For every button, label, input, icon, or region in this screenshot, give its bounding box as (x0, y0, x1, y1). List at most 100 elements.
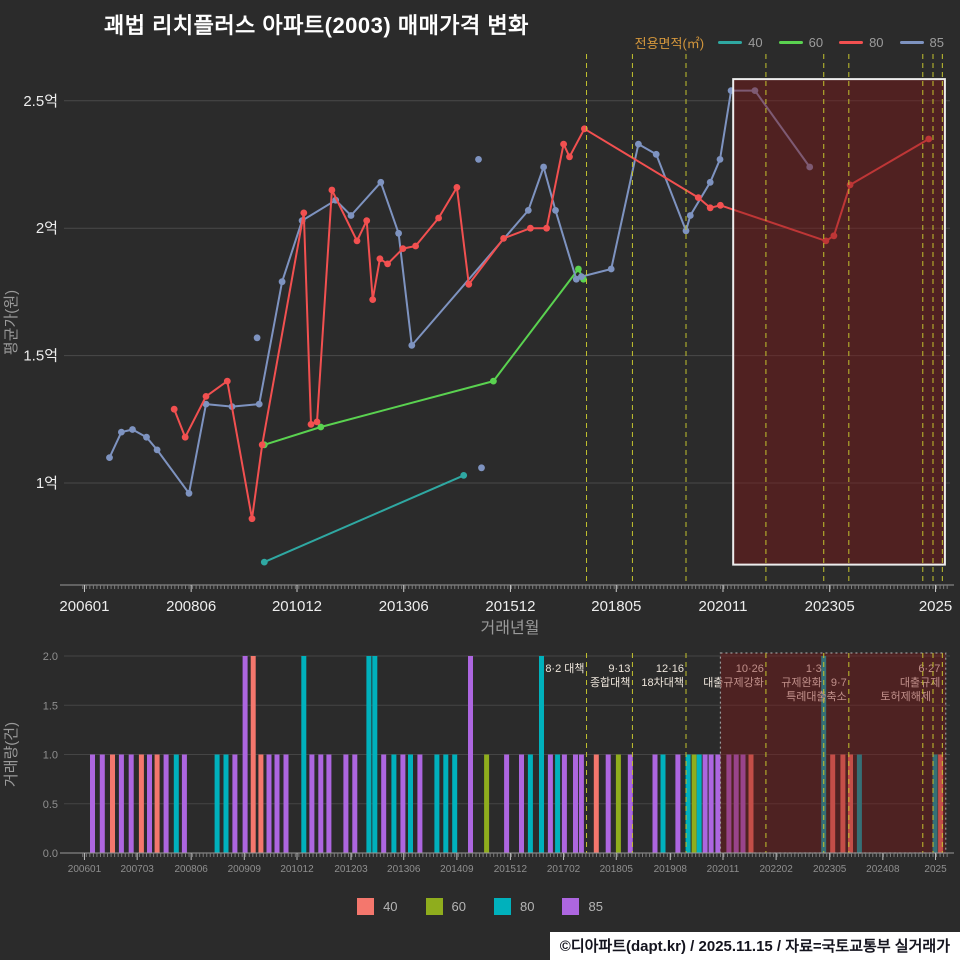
volume-bar-85 (90, 754, 95, 853)
y-tick-label: 1.0 (43, 750, 58, 762)
volume-bar-60 (615, 754, 621, 853)
x-tick-label: 200806 (174, 864, 208, 875)
x-tick-label: 201306 (387, 864, 421, 875)
data-point-80 (560, 140, 567, 148)
data-point-80 (170, 405, 178, 413)
y-tick-label: 2억 (36, 220, 58, 237)
legend-line-swatch (718, 41, 743, 44)
volume-bar-85 (128, 754, 134, 853)
volume-bar-85 (675, 754, 681, 853)
data-point-85 (118, 428, 125, 436)
x-tick-label: 201012 (272, 598, 322, 615)
data-point-80 (822, 237, 830, 245)
data-point-80 (353, 237, 361, 245)
data-point-80 (363, 217, 371, 225)
data-point-85 (475, 156, 482, 163)
x-tick-label: 202202 (759, 864, 793, 875)
volume-bar-60 (691, 754, 697, 853)
y-tick-label: 1억 (36, 475, 58, 492)
volume-bar-85 (343, 754, 349, 853)
data-point-80 (223, 377, 231, 385)
x-tick-label: 200601 (59, 598, 109, 615)
legend-square-swatch (357, 898, 375, 915)
data-point-60 (317, 423, 325, 431)
volume-legend-item-80[interactable]: 80 (494, 898, 534, 915)
x-tick-label: 201512 (485, 598, 535, 615)
legend-square-swatch (494, 898, 511, 915)
x-tick-label: 200806 (166, 598, 216, 615)
volume-bar-85 (708, 754, 714, 853)
x-tick-label: 2025 (919, 598, 952, 615)
y-axis-title: 평균가(원) (3, 290, 20, 355)
volume-bar-40 (830, 754, 836, 853)
volume-bar-40 (138, 754, 144, 853)
legend-item-40[interactable]: 40 (718, 35, 763, 50)
data-point-80 (500, 235, 507, 242)
data-point-80 (376, 255, 384, 263)
data-point-85 (686, 212, 694, 219)
data-point-85 (153, 446, 161, 454)
y-tick-label: 1.5 (43, 700, 58, 712)
policy-annotation: 대출규제 (900, 676, 940, 689)
data-point-40 (460, 472, 468, 479)
legend-item-label: 85 (588, 899, 603, 914)
x-tick-label: 201306 (379, 598, 429, 615)
data-point-80 (202, 393, 210, 400)
legend-item-label: 85 (929, 35, 944, 50)
price-chart-svg[interactable]: 1억 1.5억 2억 2.5억 200601 200806 201012 201306 2015… (0, 40, 960, 646)
policy-annotation: 토허제해제 (880, 689, 931, 703)
volume-bar-40 (110, 754, 115, 853)
x-tick-label: 200703 (120, 864, 154, 875)
volume-bar-40 (938, 754, 944, 853)
data-point-85 (395, 229, 402, 237)
policy-annotation: 9·7 (831, 677, 847, 689)
volume-bar-85 (561, 754, 567, 853)
volume-bar-40 (840, 754, 846, 853)
legend-square-swatch (562, 898, 580, 915)
legend-line-swatch (899, 41, 924, 44)
volume-bar-85 (163, 754, 169, 853)
volume-bar-85 (652, 754, 658, 853)
x-tick-label: 201702 (547, 864, 581, 875)
volume-bar-80 (555, 754, 561, 853)
data-point-85 (377, 178, 385, 186)
volume-bar-80 (173, 754, 179, 853)
legend-item-85[interactable]: 85 (899, 35, 944, 50)
volume-bar-40 (848, 754, 853, 853)
legend-item-label: 40 (383, 899, 398, 914)
volume-legend-item-60[interactable]: 60 (425, 898, 466, 915)
volume-bar-85 (283, 754, 289, 853)
policy-annotation: 10·26 (736, 663, 764, 675)
data-point-85 (524, 207, 532, 214)
data-point-80 (694, 194, 702, 202)
data-point-80 (412, 242, 419, 250)
volume-bar-85 (715, 754, 721, 853)
volume-bar-80 (696, 754, 702, 853)
y-tick-label: 1.5억 (23, 348, 58, 365)
legend-item-60[interactable]: 60 (778, 35, 823, 50)
volume-bar-40 (154, 754, 160, 853)
y-tick-label: 2.0 (43, 651, 58, 663)
x-tick-label: 201908 (654, 864, 688, 875)
volume-bar-85 (242, 656, 248, 853)
data-point-80 (300, 209, 308, 217)
series-line-85 (108, 89, 811, 495)
policy-annotation: 6·27 (918, 663, 940, 675)
volume-legend-item-85[interactable]: 85 (562, 898, 603, 915)
volume-legend-item-40[interactable]: 40 (357, 898, 398, 915)
volume-bar-80 (660, 754, 666, 853)
x-tick-label: 200601 (68, 864, 102, 875)
series-line-60 (263, 268, 585, 446)
volume-bar-80 (372, 656, 378, 853)
legend-item-80[interactable]: 80 (839, 35, 884, 50)
legend-square-swatch (425, 898, 443, 915)
data-point-85 (607, 265, 615, 273)
volume-bar-85 (605, 754, 611, 853)
volume-bar-40 (258, 754, 264, 853)
data-point-85 (552, 207, 559, 214)
legend-item-label: 60 (451, 899, 466, 914)
policy-annotation: 특례대출축소 (786, 690, 847, 703)
data-point-85 (806, 163, 814, 171)
legend-area-label: 전용면적(㎡) (634, 36, 705, 51)
